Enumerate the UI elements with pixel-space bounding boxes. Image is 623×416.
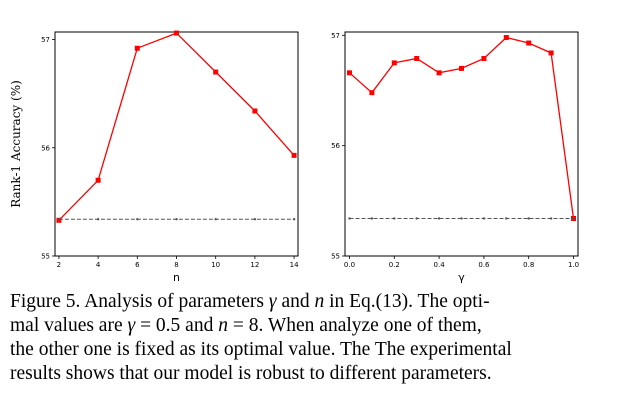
baseline-point [175,218,178,221]
baseline-point [460,217,463,220]
data-point [213,69,219,75]
baseline-point [253,218,257,221]
figure-caption: Figure 5. Analysis of parameters γ and n… [10,290,613,386]
x-tick-label: 10 [211,261,220,269]
baseline-point [527,217,530,220]
caption-symbol-n: n [218,315,228,336]
caption-text: = 0.5 and [135,315,219,336]
chart-panel-gamma: 0.0 0.2 0.4 0.6 0.8 1.0 55 56 57 γ [331,31,579,284]
plot-frame [344,31,579,257]
x-tick-label: 0.0 [344,261,355,269]
x-tick-label: 2 [57,261,61,269]
baseline-point [136,218,139,221]
caption-line-3: the other one is fixed as its optimal va… [10,339,512,360]
data-point [291,152,297,158]
x-tick-label: 1.0 [568,261,579,269]
x-tick-label: 4 [96,261,101,269]
data-point [436,70,442,76]
x-axis-label: γ [458,271,465,284]
caption-text: and [276,291,315,312]
caption-symbol-gamma: γ [268,291,277,312]
y-tick-label: 55 [41,253,50,261]
data-point [481,55,487,61]
y-tick-label: 56 [331,142,340,150]
baseline-point [482,217,486,220]
baseline-point [370,217,374,220]
caption-text: = 8. When analyze one of them, [227,315,482,336]
data-point [526,40,532,46]
data-point [414,55,420,61]
baseline-point [415,217,418,220]
baseline-point [505,217,508,220]
baseline-point [57,218,61,221]
y-tick-label: 55 [331,253,340,261]
x-tick-label: 14 [290,261,299,269]
caption-line-1: Figure 5. Analysis of parameters γ and n… [10,290,613,314]
y-tick-label: 56 [41,144,50,152]
baseline-point [96,218,100,221]
x-tick-label: 0.4 [434,261,446,269]
caption-line-4: results shows that our model is robust t… [10,363,492,384]
series-line [58,32,295,221]
data-point [134,45,140,51]
caption-text: in Eq.(13). The opti- [324,291,490,312]
caption-text: mal values are [10,315,128,336]
x-axis-label: n [173,271,180,284]
data-point [346,70,352,76]
x-tick-label: 12 [250,261,259,269]
caption-text: Figure 5. Analysis of parameters [10,291,269,312]
x-tick-label: 0.6 [478,261,490,269]
baseline-point [292,218,296,221]
caption-symbol-n: n [314,291,325,312]
plot-frame [54,31,299,257]
data-point [548,50,554,56]
data-point [95,177,101,183]
x-tick-label: 0.8 [523,261,534,269]
x-tick-label: 6 [135,261,140,269]
baseline-point [549,217,553,220]
y-axis-label: Rank-1 Accuracy (%) [9,80,23,208]
caption-symbol-gamma: γ [127,315,136,336]
series-line [349,36,575,219]
data-point [391,60,397,66]
x-tick-label: 0.2 [389,261,400,269]
data-point [174,30,179,36]
y-tick-label: 57 [331,32,340,40]
baseline-point [214,218,217,221]
data-point [252,108,258,114]
caption-line-2: mal values are γ = 0.5 and n = 8. When a… [10,314,613,338]
x-tick-label: 8 [174,261,178,269]
data-point [503,35,509,41]
baseline-point [348,217,351,220]
data-point [369,90,375,96]
baseline-point [393,217,396,220]
data-point [459,65,464,71]
y-tick-label: 57 [41,36,50,44]
baseline-point [572,217,575,220]
baseline-point [437,217,441,220]
chart-panel-n: 2 4 6 8 10 12 14 55 56 57 n Rank-1 Accuracy (%) [9,30,299,284]
